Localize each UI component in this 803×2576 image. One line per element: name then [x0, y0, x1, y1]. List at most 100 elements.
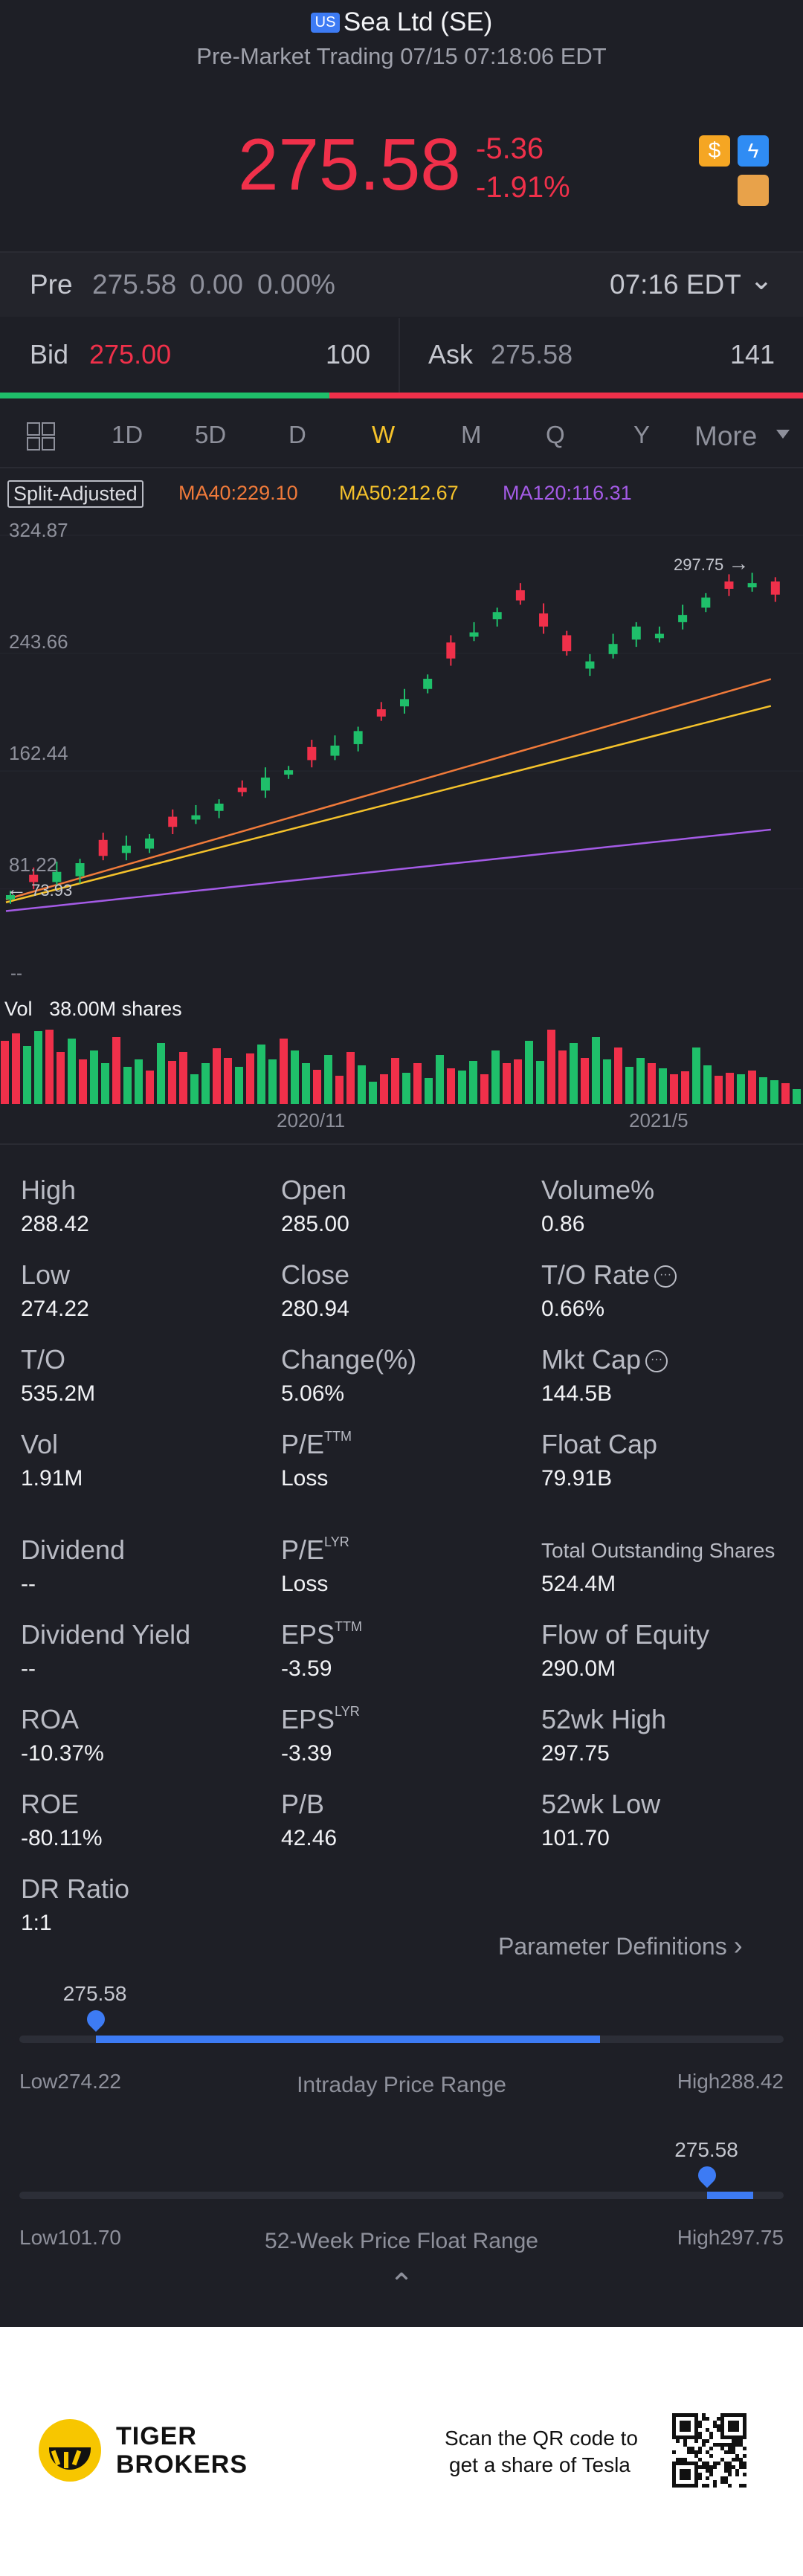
stat-value: 280.94 [281, 1297, 349, 1321]
stat-label-text: Vol [21, 1429, 59, 1459]
stat-label-text: ROE [21, 1789, 80, 1819]
volume-bar [570, 1043, 578, 1104]
volume-bar [748, 1071, 756, 1104]
stat-value: 0.86 [541, 1212, 585, 1236]
bid-ask-ratio-bar [0, 393, 803, 398]
volume-bar [759, 1077, 767, 1104]
volume-bar [235, 1067, 243, 1104]
stat-label: 52wk Low [541, 1789, 660, 1820]
stat-value: 1:1 [21, 1911, 52, 1935]
candle-body [400, 699, 409, 707]
volume-bar [12, 1033, 20, 1104]
volume-bar [157, 1043, 165, 1104]
stat-label: Vol [21, 1429, 58, 1460]
volume-bar [23, 1046, 31, 1104]
candle-body [260, 777, 270, 791]
candle-body [724, 581, 734, 589]
tab-d[interactable]: D [288, 421, 306, 448]
tab-q[interactable]: Q [546, 421, 565, 448]
stat-label-text: High [21, 1175, 77, 1205]
parameter-definitions-link[interactable]: Parameter Definitions › [498, 1930, 743, 1961]
stat-value: 79.91B [541, 1466, 613, 1491]
dropdown-triangle-icon[interactable] [776, 430, 790, 439]
collapse-chevron-up-icon[interactable]: ⌃ [389, 2268, 414, 2301]
brand-line-1: TIGER [116, 2422, 197, 2450]
param-link-label: Parameter Definitions [498, 1933, 727, 1960]
tab-m[interactable]: M [461, 421, 482, 448]
volume-bar [458, 1071, 466, 1104]
grid-icon[interactable] [27, 422, 55, 451]
candle-body [98, 839, 108, 856]
stat-value: 42.46 [281, 1826, 338, 1850]
stat-label: T/O [21, 1344, 65, 1375]
candle-body [214, 803, 224, 811]
stat-label: P/ELYR [281, 1534, 349, 1566]
stack-icon[interactable] [738, 175, 769, 206]
location-pin-icon [83, 2007, 109, 2032]
tab-w[interactable]: W [372, 421, 396, 448]
volume-bar [793, 1089, 801, 1104]
stat-label-text: DR Ratio [21, 1873, 130, 1904]
chevron-down-icon[interactable]: ⌄ [749, 265, 773, 296]
info-icon[interactable]: ··· [654, 1265, 677, 1288]
stat-label-text: 52wk Low [541, 1789, 661, 1819]
info-icon[interactable]: ··· [645, 1350, 668, 1373]
arrow-left-icon: ← [6, 877, 27, 900]
volume-bar [201, 1063, 210, 1104]
candlestick-chart[interactable] [0, 513, 803, 974]
stat-label-text: T/O [21, 1344, 65, 1375]
candle-body [237, 787, 247, 793]
candle-body [145, 838, 155, 849]
ma40-line [5, 678, 772, 901]
volume-bar [246, 1053, 254, 1104]
tab-more[interactable]: More [694, 421, 758, 451]
stat-label: Change(%) [281, 1344, 416, 1375]
dollar-icon[interactable]: $ [699, 135, 730, 167]
premarket-row[interactable]: Pre 275.58 0.00 0.00% 07:16 EDT ⌄ [0, 253, 803, 317]
stat-value: 274.22 [21, 1297, 89, 1321]
volume-bar [79, 1059, 87, 1104]
stat-value: 5.06% [281, 1381, 345, 1406]
stat-label-text: Close [281, 1259, 350, 1290]
location-pin-icon-2 [694, 2163, 720, 2188]
max-price-value: 297.75 [674, 555, 724, 574]
volume-bar [480, 1074, 488, 1104]
candle-body [75, 863, 85, 877]
volume-bar [324, 1055, 332, 1104]
stat-value: 288.42 [21, 1212, 89, 1236]
qr-code-icon [672, 2413, 746, 2488]
volume-bar [346, 1052, 355, 1104]
volume-bar [90, 1050, 98, 1104]
volume-bar [358, 1065, 366, 1104]
lightning-icon[interactable]: ϟ [738, 135, 769, 167]
candle-body [423, 679, 433, 689]
volume-bar [413, 1063, 422, 1104]
stock-title: Sea Ltd (SE) [343, 7, 493, 36]
volume-bar [659, 1068, 667, 1104]
tiger-logo-icon [39, 2419, 101, 2482]
chart-dashes: -- [10, 963, 22, 984]
tab-y[interactable]: Y [633, 421, 651, 448]
intraday-range-fill [95, 2036, 601, 2043]
tab-5d[interactable]: 5D [195, 421, 227, 448]
candle-body [654, 633, 664, 639]
bid-price: 275.00 [89, 339, 172, 369]
split-adjusted-toggle[interactable]: Split-Adjusted [7, 480, 143, 508]
volume-bar [335, 1076, 344, 1104]
x-tick-2: 2021/5 [629, 1109, 688, 1132]
candle-body [747, 583, 757, 588]
volume-bar [581, 1058, 589, 1104]
stat-label: Total Outstanding Shares [541, 1539, 775, 1563]
intraday-title: Intraday Price Range [297, 2073, 506, 2097]
volume-bar [603, 1059, 611, 1104]
candle-body [376, 709, 386, 717]
stat-label-text: Open [281, 1175, 347, 1205]
tab-1d[interactable]: 1D [112, 421, 143, 448]
stat-label-text: Float Cap [541, 1429, 658, 1459]
stat-value: -3.39 [281, 1741, 332, 1766]
week52-current-value: 275.58 [674, 2138, 738, 2161]
volume-bar [715, 1076, 723, 1104]
volume-bar [491, 1050, 500, 1104]
stat-value: -3.59 [281, 1656, 332, 1681]
volume-bar [514, 1059, 522, 1104]
